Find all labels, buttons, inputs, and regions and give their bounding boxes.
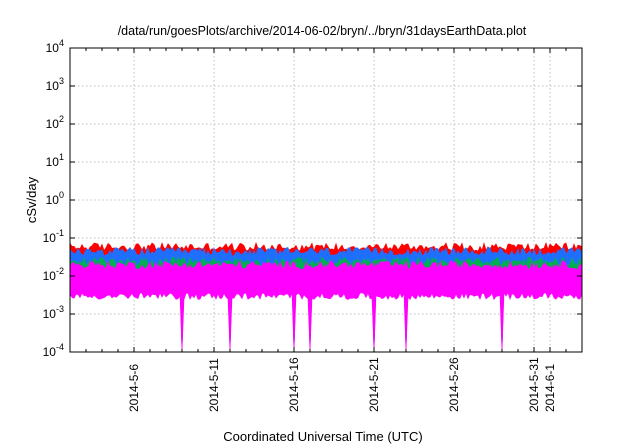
x-tick-label: 2014-5-11: [207, 358, 221, 412]
y-tick-label: 10-2: [43, 266, 64, 283]
x-axis-label: Coordinated Universal Time (UTC): [223, 429, 422, 444]
x-axis-ticks: 2014-5-6 2014-5-11 2014-5-16 2014-5-21 2014-…: [69, 48, 583, 412]
data-series: [69, 241, 583, 353]
x-tick-label: 2014-5-6: [127, 364, 141, 412]
chart-title: /data/run/goesPlots/archive/2014-06-02/b…: [118, 24, 527, 38]
grid: [70, 47, 582, 353]
x-tick-label: 2014-5-16: [287, 357, 301, 412]
y-tick-label: 100: [46, 190, 64, 207]
y-axis-ticks: 10-4 10-3 10-2 10-1 100 101 102 103 104: [43, 38, 582, 359]
x-tick-label: 2014-6-1: [543, 364, 557, 412]
y-tick-label: 101: [46, 152, 64, 169]
y-axis-label: cSv/day: [24, 176, 39, 223]
y-tick-label: 10-4: [43, 342, 64, 359]
y-tick-label: 10-1: [43, 228, 64, 245]
y-tick-label: 102: [46, 114, 64, 131]
y-tick-label: 10-3: [43, 304, 64, 321]
series-band: [69, 259, 583, 353]
y-tick-label: 104: [46, 38, 64, 55]
x-tick-label: 2014-5-21: [367, 357, 381, 412]
x-tick-label: 2014-5-31: [527, 357, 541, 412]
x-tick-label: 2014-5-26: [447, 357, 461, 412]
y-tick-label: 103: [46, 76, 64, 93]
